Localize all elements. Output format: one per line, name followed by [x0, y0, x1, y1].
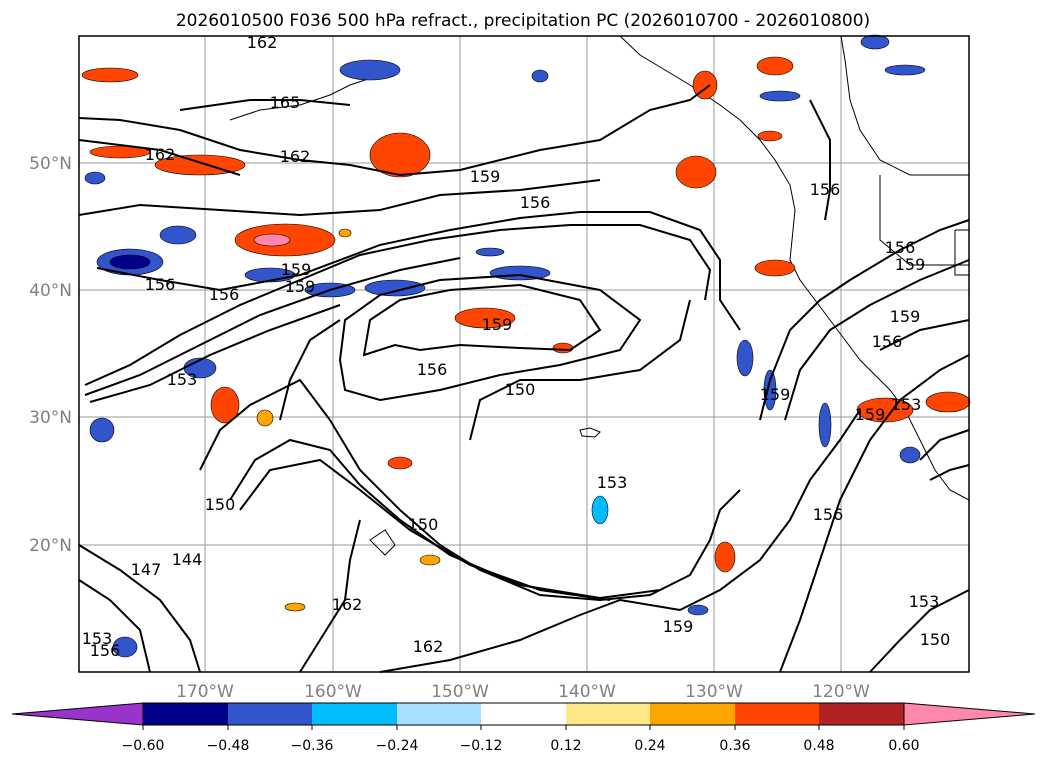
contour-label: 159	[281, 260, 312, 279]
contour-label: 156	[885, 238, 916, 257]
colorbar-bin	[312, 703, 397, 725]
colorbar-tick-labels: −0.60 −0.48 −0.36 −0.24 −0.12 0.12 0.24 …	[122, 738, 920, 754]
colorbar-border	[142, 702, 905, 726]
contour-label: 153	[909, 592, 940, 611]
contour-label: 159	[663, 617, 694, 636]
colorbar-tick-label: 0.36	[719, 738, 750, 754]
colorbar-tick-label: −0.24	[376, 738, 419, 754]
lon-label: 130°W	[685, 682, 743, 702]
contour-label: 153	[891, 395, 922, 414]
colorbar-bin	[650, 703, 735, 725]
lat-label: 30°N	[29, 408, 72, 428]
contour-label: 150	[505, 380, 536, 399]
contour-label: 159	[285, 277, 316, 296]
contour-label: 159	[855, 405, 886, 424]
contour-label: 162	[247, 33, 278, 52]
contour-labels: 162 165 162 162 159 156 156 159 159 156 …	[82, 33, 951, 660]
figure-title: 2026010500 F036 500 hPa refract., precip…	[176, 11, 870, 31]
contour-label: 162	[413, 637, 444, 656]
contour-label: 156	[145, 275, 176, 294]
colorbar-tick-label: −0.48	[207, 738, 250, 754]
contour-label: 150	[408, 515, 439, 534]
colorbar-tick-label: −0.36	[291, 738, 334, 754]
colorbar-tick-label: 0.24	[634, 738, 665, 754]
lat-label: 40°N	[29, 281, 72, 301]
colorbar: −0.60 −0.48 −0.36 −0.24 −0.12 0.12 0.24 …	[11, 702, 1036, 754]
colorbar-extend-right	[903, 702, 1036, 726]
contour-label: 159	[482, 315, 513, 334]
colorbar-bin	[566, 703, 650, 725]
colorbar-tick-label: −0.60	[122, 738, 165, 754]
contour-label: 150	[920, 630, 951, 649]
lon-label: 160°W	[304, 682, 362, 702]
lon-label: 150°W	[431, 682, 489, 702]
colorbar-extend-left	[11, 702, 144, 726]
contour-label: 159	[895, 255, 926, 274]
contour-label: 150	[205, 495, 236, 514]
lat-labels: 50°N 40°N 30°N 20°N	[29, 154, 72, 556]
contour-label: 162	[280, 147, 311, 166]
contour-label: 156	[872, 332, 903, 351]
contour-label: 153	[82, 629, 113, 648]
contour-label: 165	[270, 93, 301, 112]
colorbar-bin	[481, 703, 566, 725]
contour-label: 159	[760, 385, 791, 404]
contour-label: 162	[145, 145, 176, 164]
contour-label: 147	[131, 560, 162, 579]
lat-label: 20°N	[29, 536, 72, 556]
contour-label: 159	[470, 167, 501, 186]
map-panel	[79, 36, 969, 672]
contour-label: 153	[167, 370, 198, 389]
colorbar-bin	[228, 703, 312, 725]
lon-label: 170°W	[176, 682, 234, 702]
lat-label: 50°N	[29, 154, 72, 174]
contour-label: 156	[810, 180, 841, 199]
contour-label: 159	[890, 307, 921, 326]
colorbar-tick-label: 0.48	[803, 738, 834, 754]
lon-labels: 170°W 160°W 150°W 140°W 130°W 120°W	[176, 682, 870, 702]
contour-label: 156	[813, 505, 844, 524]
precip-positive	[81, 56, 971, 612]
contour-label: 156	[417, 360, 448, 379]
colorbar-bin	[819, 703, 904, 725]
colorbar-bin	[735, 703, 819, 725]
colorbar-ticks	[142, 725, 905, 730]
contour-label: 162	[332, 595, 363, 614]
contour-lines	[78, 84, 970, 673]
colorbar-tick-label: −0.12	[460, 738, 503, 754]
contour-label: 156	[209, 285, 240, 304]
contour-label: 156	[90, 641, 121, 660]
lon-label: 120°W	[812, 682, 870, 702]
colorbar-bin	[143, 703, 228, 725]
colorbar-tick-label: 0.12	[550, 738, 581, 754]
map-border	[78, 35, 970, 673]
contour-label: 153	[597, 473, 628, 492]
contour-label: 144	[172, 550, 203, 569]
contour-label: 156	[520, 193, 551, 212]
lon-label: 140°W	[558, 682, 616, 702]
colorbar-tick-label: 0.60	[888, 738, 919, 754]
colorbar-bin	[397, 703, 481, 725]
